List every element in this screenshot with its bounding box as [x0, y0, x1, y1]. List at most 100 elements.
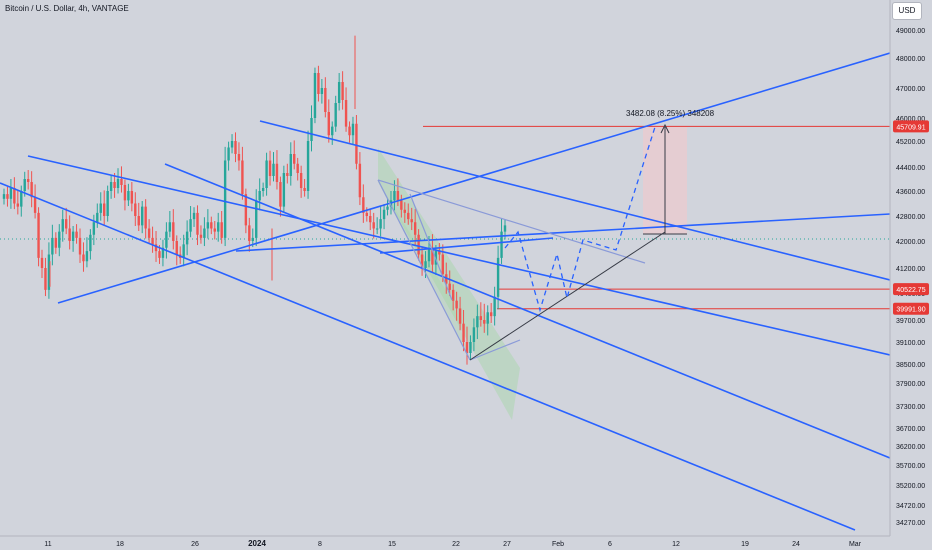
candle-body: [251, 237, 254, 241]
candle-body: [272, 163, 275, 176]
x-tick-label: 2024: [248, 539, 266, 548]
candle-body: [465, 342, 469, 353]
x-tick-label: 22: [452, 541, 460, 548]
measure-arrow: [660, 123, 670, 134]
candle-body: [230, 141, 234, 148]
x-tick-label: 6: [608, 541, 612, 548]
candle-body: [192, 212, 196, 220]
candle-body: [320, 88, 324, 94]
candle-body: [165, 231, 168, 248]
channel-line: [377, 179, 646, 264]
candle-body: [223, 160, 227, 238]
channel-line: [377, 179, 471, 361]
x-tick-label: Feb: [552, 541, 564, 548]
candle-body: [310, 118, 313, 141]
candle-body: [255, 200, 258, 238]
x-tick-label: Mar: [849, 541, 862, 548]
candle-body: [341, 82, 344, 100]
candle-body: [109, 182, 113, 191]
trendline: [164, 163, 891, 459]
candle-body: [244, 194, 248, 226]
candle-body: [455, 300, 458, 309]
x-tick-label: 27: [503, 541, 511, 548]
candle-body: [144, 206, 147, 229]
y-tick-label: 45200.00: [896, 139, 925, 146]
candle-body: [327, 112, 330, 136]
candle-body: [293, 154, 296, 164]
y-tick-label: 46000.00: [896, 116, 925, 123]
trendline: [57, 52, 891, 304]
candle-body: [369, 216, 372, 223]
candle-body: [358, 163, 362, 198]
candle-body: [489, 312, 493, 317]
y-tick-label: 44400.00: [896, 165, 925, 172]
x-tick-label: 18: [116, 541, 124, 548]
candle-body: [137, 216, 140, 226]
candle-body: [413, 222, 417, 235]
candle-body: [154, 244, 158, 252]
y-tick-label: 38500.00: [896, 362, 925, 369]
candle-body: [400, 200, 403, 210]
candle-body: [141, 206, 144, 226]
candle-body: [96, 212, 99, 223]
candle-body: [227, 147, 230, 161]
candle-body: [161, 247, 165, 258]
candle-body: [265, 160, 268, 188]
y-tick-label: 34270.00: [896, 520, 925, 527]
currency-button[interactable]: USD: [892, 2, 922, 20]
candle-body: [483, 320, 486, 324]
candle-body: [241, 160, 244, 195]
candle-body: [282, 173, 286, 207]
candle-body: [420, 254, 424, 268]
candle-body: [2, 194, 6, 199]
candle-body: [61, 219, 64, 232]
candle-body: [458, 308, 462, 324]
candle-body: [438, 251, 441, 255]
x-tick-label: 19: [741, 541, 749, 548]
candle-body: [427, 247, 431, 262]
candle-body: [158, 251, 161, 258]
candle-body: [92, 222, 96, 235]
candle-body: [324, 88, 327, 112]
candle-body: [113, 182, 116, 188]
candle-body: [503, 225, 507, 232]
candle-body: [134, 203, 137, 216]
y-tick-label: 42800.00: [896, 214, 925, 221]
candle-body: [303, 188, 306, 191]
candle-body: [203, 228, 206, 238]
candle-body: [89, 234, 92, 252]
candle-body: [410, 219, 413, 223]
candle-body: [479, 316, 483, 320]
candle-body: [147, 228, 151, 238]
candle-body: [448, 283, 451, 290]
y-tick-label: 36700.00: [896, 426, 925, 433]
candle-body: [424, 261, 427, 268]
candle-body: [337, 82, 341, 103]
candle-body: [462, 323, 465, 342]
level-tag: [893, 283, 929, 296]
candle-body: [407, 212, 410, 220]
candle-body: [362, 197, 365, 213]
chart-title: Bitcoin / U.S. Dollar, 4h, VANTAGE: [5, 4, 129, 13]
candle-body: [151, 237, 154, 245]
y-tick-label: 43600.00: [896, 189, 925, 196]
candle-body: [175, 241, 178, 255]
candle-body: [379, 219, 382, 229]
candle-body: [189, 219, 192, 232]
candle-body: [375, 228, 379, 230]
candle-body: [486, 312, 489, 324]
candle-body: [51, 237, 54, 255]
candle-body: [351, 123, 355, 136]
y-tick-label: 37300.00: [896, 404, 925, 411]
candle-body: [237, 154, 241, 161]
candle-body: [296, 163, 299, 173]
candle-body: [217, 222, 220, 232]
candle-body: [44, 268, 47, 290]
candle-body: [9, 188, 13, 199]
trendline: [27, 155, 891, 356]
trendline: [259, 120, 891, 281]
candle-body: [182, 244, 185, 258]
